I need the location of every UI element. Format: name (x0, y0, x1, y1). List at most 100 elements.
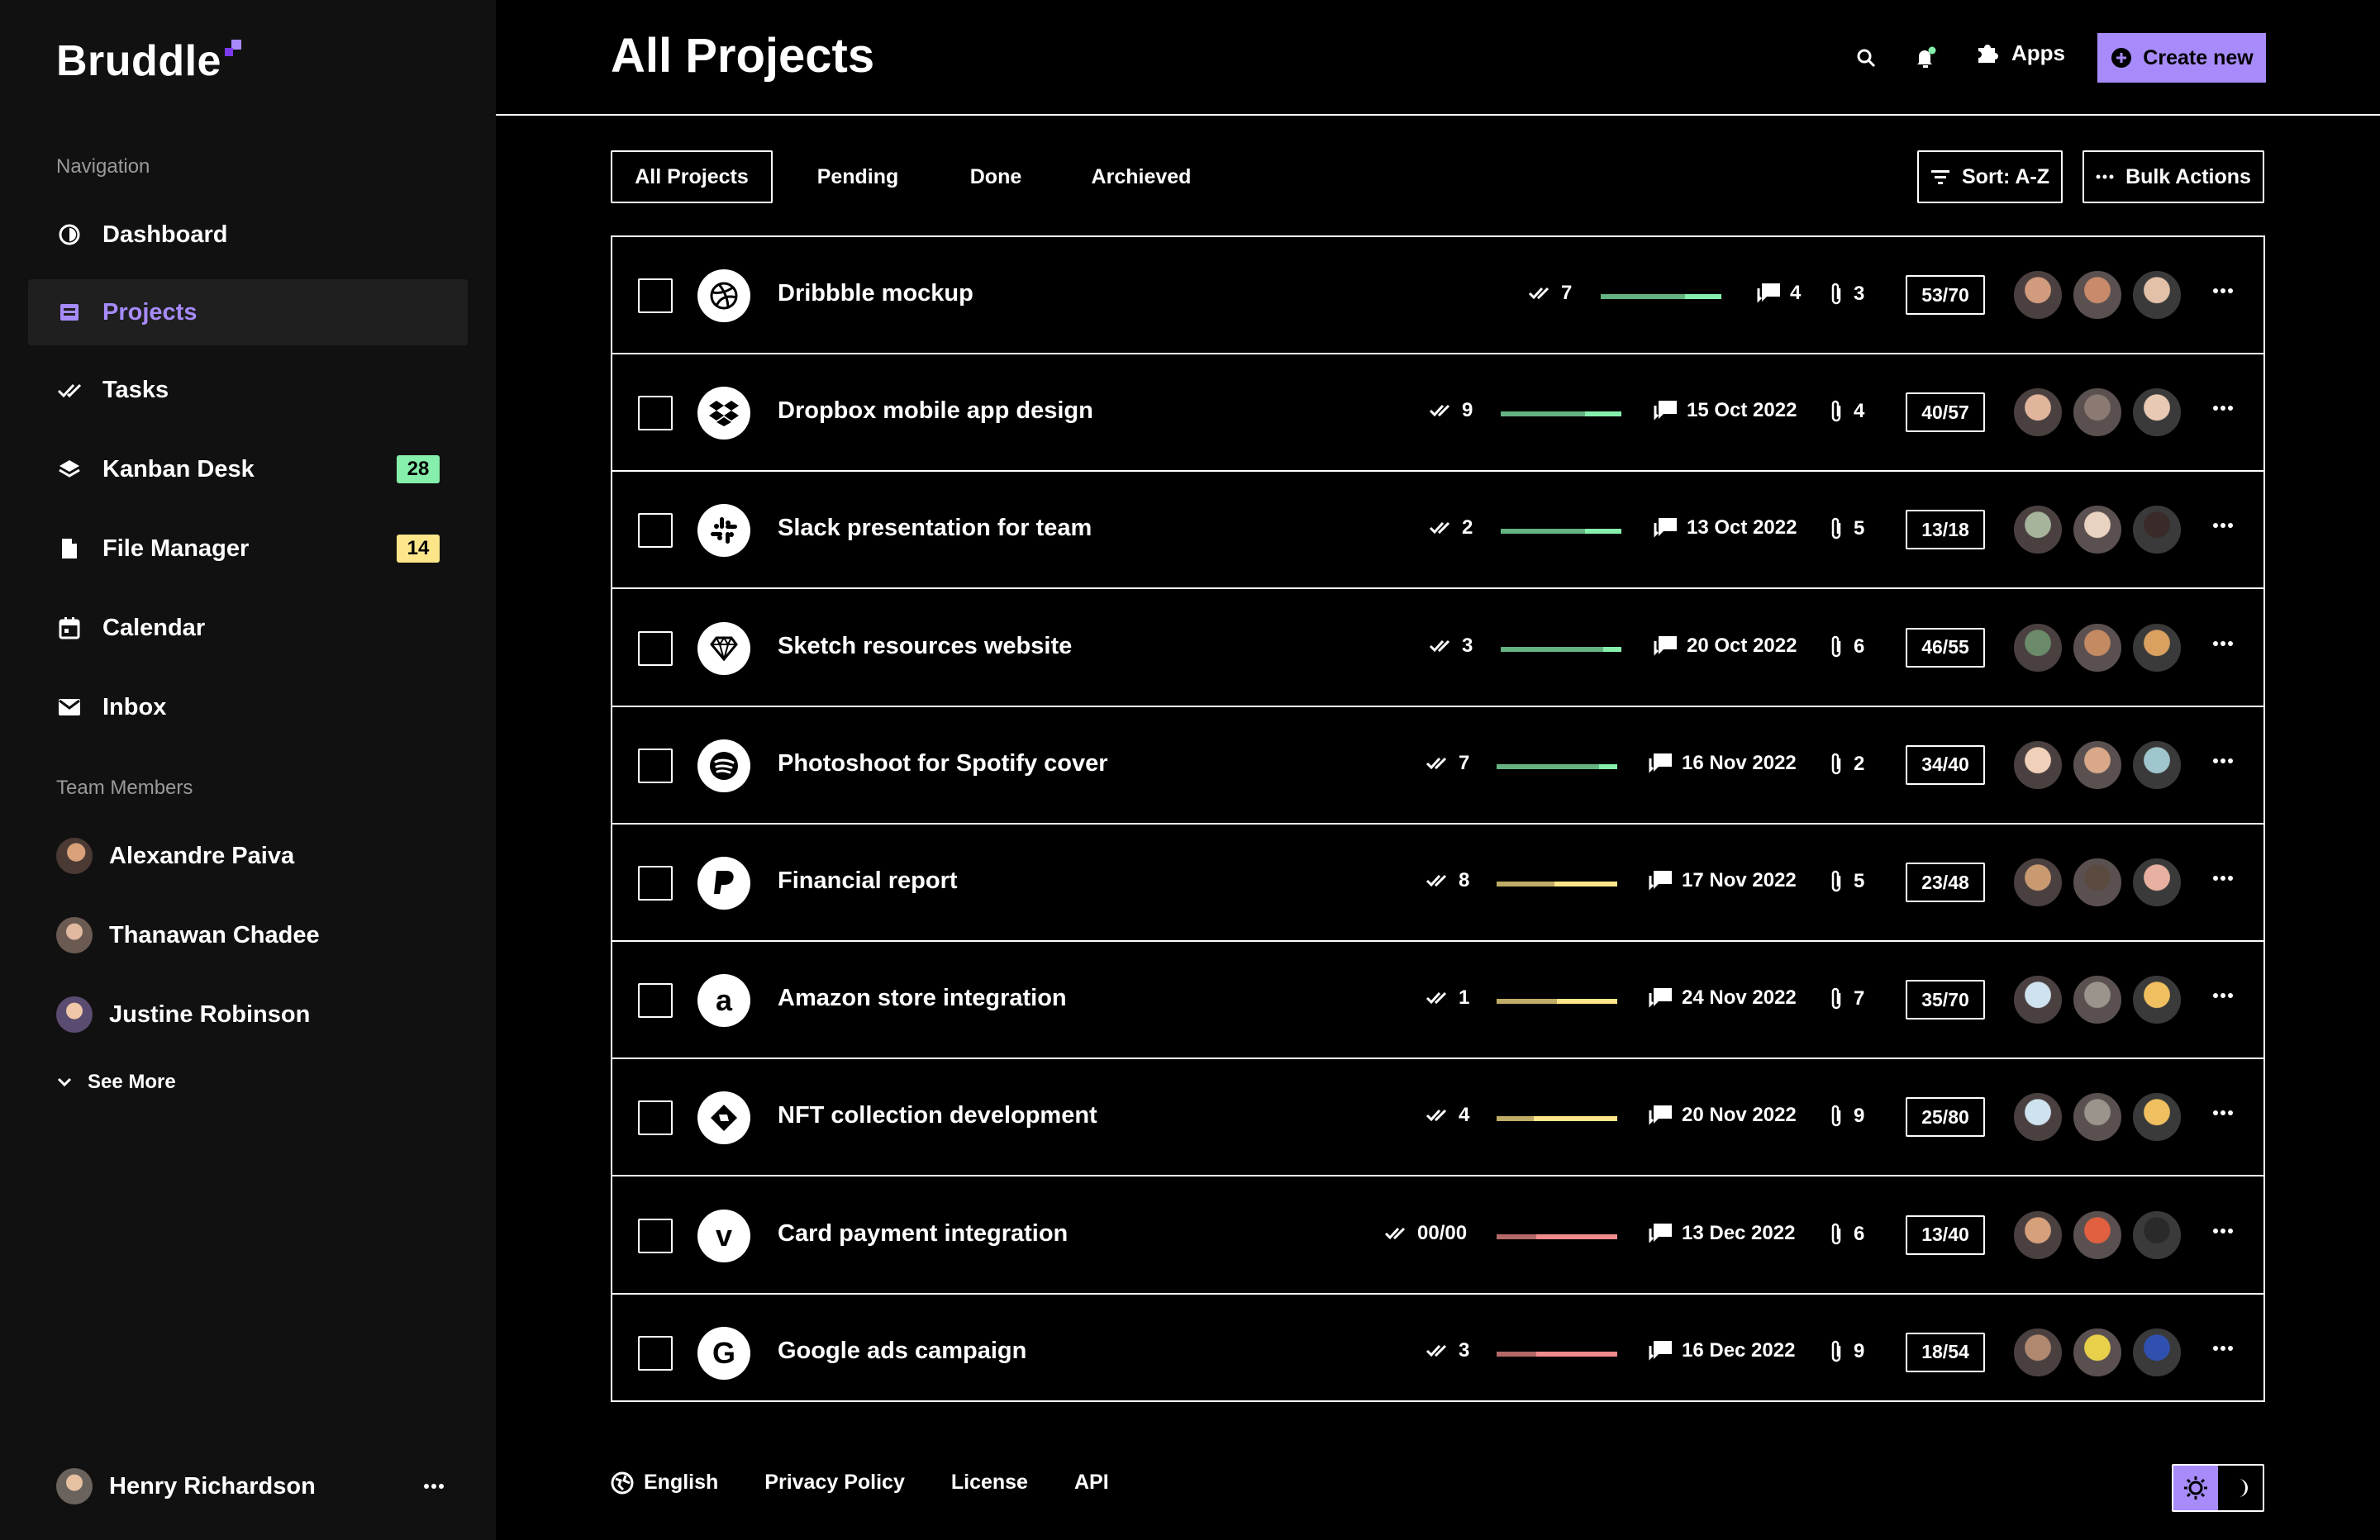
row-more-icon[interactable] (2212, 518, 2234, 533)
project-name[interactable]: Photoshoot for Spotify cover (778, 749, 1108, 777)
row-checkbox[interactable] (638, 1335, 673, 1371)
sidebar-item-projects[interactable]: Projects (28, 279, 468, 345)
row-checkbox[interactable] (638, 866, 673, 901)
avatar[interactable] (2072, 1091, 2123, 1143)
avatar[interactable] (2012, 739, 2063, 791)
avatar[interactable] (2131, 1326, 2182, 1378)
avatar[interactable] (2131, 1209, 2182, 1261)
row-checkbox[interactable] (638, 278, 673, 313)
row-more-icon[interactable] (2212, 1341, 2234, 1356)
see-more-button[interactable]: See More (56, 1071, 176, 1094)
brand-logo[interactable]: Bruddle (56, 36, 243, 86)
project-name[interactable]: Dribbble mockup (778, 280, 973, 307)
table-row[interactable]: a Amazon store integration 1 24 Nov 2022… (612, 942, 2263, 1060)
row-checkbox[interactable] (638, 630, 673, 666)
avatar[interactable] (2072, 1326, 2123, 1378)
api-link[interactable]: API (1073, 1471, 1109, 1494)
tab-done[interactable]: Done (969, 164, 1022, 188)
row-more-icon[interactable] (2212, 401, 2234, 416)
tab-archieved[interactable]: Archieved (1091, 164, 1192, 188)
project-name[interactable]: NFT collection development (778, 1102, 1097, 1129)
project-name[interactable]: Dropbox mobile app design (778, 397, 1093, 425)
row-checkbox[interactable] (638, 513, 673, 549)
avatar[interactable] (2072, 269, 2123, 321)
avatar[interactable] (2072, 621, 2123, 673)
row-checkbox[interactable] (638, 748, 673, 783)
project-name[interactable]: Amazon store integration (778, 985, 1067, 1012)
avatar[interactable] (2072, 1209, 2123, 1261)
sidebar-item-calendar[interactable]: Calendar (28, 595, 468, 661)
avatar[interactable] (2072, 739, 2123, 791)
language-selector[interactable]: English (611, 1471, 718, 1495)
avatar[interactable] (2131, 974, 2182, 1026)
project-name[interactable]: Google ads campaign (778, 1337, 1027, 1364)
table-row[interactable]: Photoshoot for Spotify cover 7 16 Nov 20… (612, 707, 2263, 825)
team-member-alexandre[interactable]: Alexandre Paiva (56, 835, 294, 877)
dark-mode-icon[interactable] (2218, 1466, 2263, 1510)
avatar[interactable] (2072, 974, 2123, 1026)
sidebar-item-inbox[interactable]: Inbox (28, 674, 468, 740)
current-user[interactable]: Henry Richardson (56, 1466, 445, 1507)
sidebar-item-kanban[interactable]: Kanban Desk 28 (28, 436, 468, 502)
table-row[interactable]: Slack presentation for team 2 13 Oct 202… (612, 472, 2263, 590)
sidebar-item-dashboard[interactable]: Dashboard (28, 202, 468, 268)
avatar[interactable] (2131, 269, 2182, 321)
row-checkbox[interactable] (638, 396, 673, 431)
sidebar-item-tasks[interactable]: Tasks (28, 357, 468, 423)
row-more-icon[interactable] (2212, 1105, 2234, 1120)
table-row[interactable]: Financial report 8 17 Nov 2022 5 23/48 (612, 825, 2263, 942)
project-name[interactable]: Card payment integration (778, 1219, 1069, 1247)
row-more-icon[interactable] (2212, 636, 2234, 651)
sidebar-item-file-manager[interactable]: File Manager 14 (28, 516, 468, 582)
avatar[interactable] (2012, 1209, 2063, 1261)
avatar[interactable] (2131, 857, 2182, 908)
bell-icon[interactable] (1909, 41, 1942, 74)
row-checkbox[interactable] (638, 1100, 673, 1136)
avatar[interactable] (2072, 857, 2123, 908)
project-name[interactable]: Sketch resources website (778, 632, 1073, 659)
avatar[interactable] (2012, 504, 2063, 556)
row-more-icon[interactable] (2212, 1224, 2234, 1238)
table-row[interactable]: Sketch resources website 3 20 Oct 2022 6… (612, 590, 2263, 707)
avatar[interactable] (2131, 621, 2182, 673)
project-name[interactable]: Financial report (778, 867, 958, 894)
avatar[interactable] (2012, 857, 2063, 908)
table-row[interactable]: NFT collection development 4 20 Nov 2022… (612, 1059, 2263, 1177)
row-checkbox[interactable] (638, 1218, 673, 1253)
light-mode-icon[interactable] (2173, 1466, 2218, 1510)
avatar[interactable] (2012, 974, 2063, 1026)
avatar[interactable] (2012, 269, 2063, 321)
row-more-icon[interactable] (2212, 283, 2234, 298)
avatar[interactable] (2131, 387, 2182, 439)
avatar[interactable] (2012, 1326, 2063, 1378)
search-icon[interactable] (1849, 41, 1883, 74)
table-row[interactable]: Dropbox mobile app design 9 15 Oct 2022 … (612, 354, 2263, 473)
avatar[interactable] (2012, 387, 2063, 439)
bulk-actions-button[interactable]: Bulk Actions (2082, 150, 2264, 203)
avatar[interactable] (2072, 504, 2123, 556)
user-more-icon[interactable] (423, 1479, 445, 1494)
avatar[interactable] (2131, 739, 2182, 791)
theme-toggle[interactable] (2172, 1464, 2264, 1512)
team-member-thanawan[interactable]: Thanawan Chadee (56, 915, 320, 956)
sort-button[interactable]: Sort: A-Z (1917, 150, 2063, 203)
table-row[interactable]: v Card payment integration 00/00 13 Dec … (612, 1177, 2263, 1295)
license-link[interactable]: License (950, 1471, 1028, 1494)
create-new-button[interactable]: Create new (2097, 33, 2266, 83)
row-more-icon[interactable] (2212, 753, 2234, 768)
tab-all-projects[interactable]: All Projects (611, 150, 773, 203)
team-member-justine[interactable]: Justine Robinson (56, 994, 310, 1035)
avatar[interactable] (2072, 387, 2123, 439)
privacy-policy-link[interactable]: Privacy Policy (764, 1471, 905, 1494)
avatar[interactable] (2131, 504, 2182, 556)
avatar[interactable] (2012, 621, 2063, 673)
project-name[interactable]: Slack presentation for team (778, 515, 1092, 542)
table-row[interactable]: Dribbble mockup 7 4 3 53/70 (612, 237, 2263, 354)
avatar[interactable] (2131, 1091, 2182, 1143)
avatar[interactable] (2012, 1091, 2063, 1143)
tab-pending[interactable]: Pending (816, 164, 899, 188)
apps-button[interactable]: Apps (1975, 40, 2065, 66)
row-more-icon[interactable] (2212, 988, 2234, 1003)
row-checkbox[interactable] (638, 983, 673, 1019)
table-row[interactable]: G Google ads campaign 3 16 Dec 2022 9 18… (612, 1295, 2263, 1412)
